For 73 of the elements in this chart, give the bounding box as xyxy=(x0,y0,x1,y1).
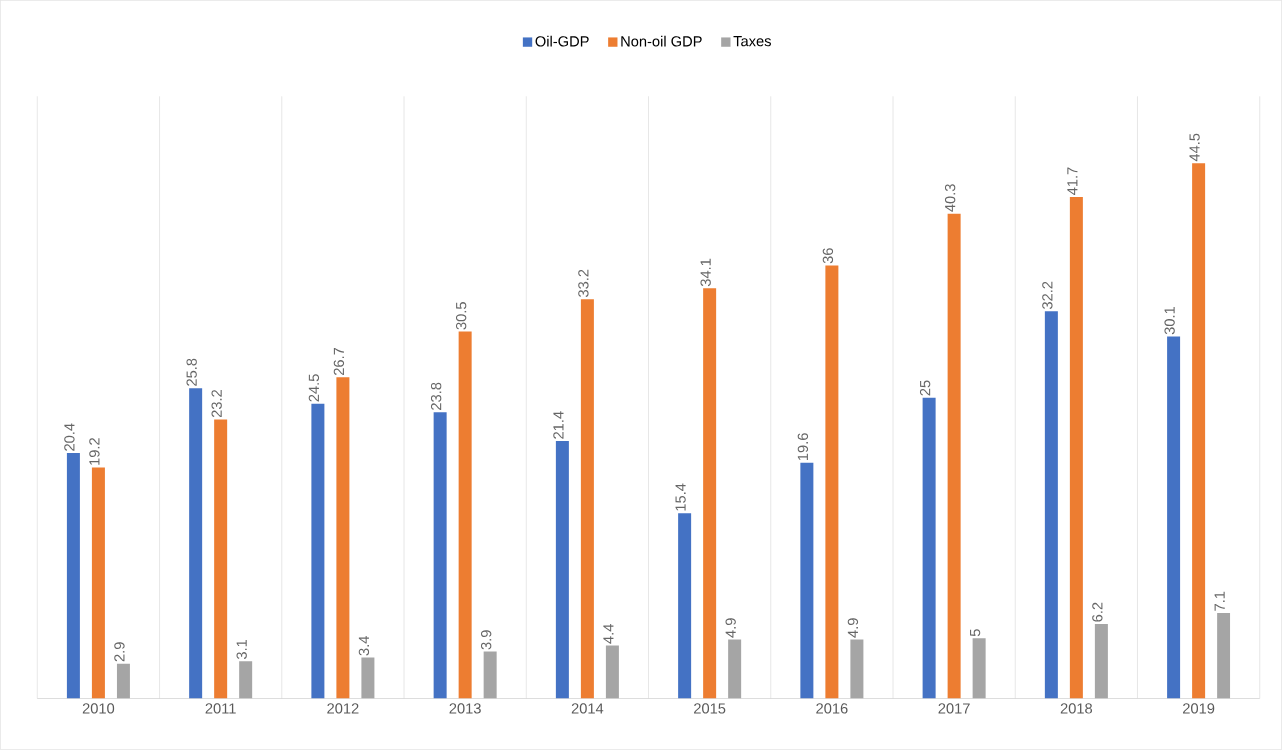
bar xyxy=(66,453,80,699)
data-label: 6.2 xyxy=(1092,602,1103,622)
data-label: 21.4 xyxy=(553,411,564,439)
bar xyxy=(311,403,325,699)
data-label: 24.5 xyxy=(308,374,320,402)
data-label: 2.9 xyxy=(114,642,125,662)
bar xyxy=(972,638,986,699)
bar xyxy=(483,651,497,699)
data-label: 33.2 xyxy=(578,269,589,298)
legend-label: Taxes xyxy=(733,36,771,47)
bar xyxy=(239,661,253,699)
bar xyxy=(458,331,472,699)
data-label: 30.1 xyxy=(1164,307,1175,335)
bar xyxy=(1044,311,1058,699)
bar xyxy=(605,645,619,699)
data-label: 19.2 xyxy=(89,438,100,465)
data-label: 34.1 xyxy=(700,258,711,287)
data-label: 23.2 xyxy=(211,390,222,418)
bar xyxy=(947,213,961,699)
data-label: 23.8 xyxy=(430,382,442,410)
data-label: 44.5 xyxy=(1189,133,1200,162)
data-label: 4.9 xyxy=(725,618,736,638)
bar xyxy=(728,639,742,699)
data-label: 25 xyxy=(919,380,931,396)
bar xyxy=(91,467,105,699)
x-tick-label: 2010 xyxy=(82,703,115,714)
x-tick-label: 2013 xyxy=(449,703,481,714)
x-tick-label: 2018 xyxy=(1060,703,1093,714)
data-label: 41.7 xyxy=(1067,167,1078,196)
bar xyxy=(555,441,569,699)
bar xyxy=(850,639,864,699)
data-label: 32.2 xyxy=(1042,281,1053,310)
data-label: 3.9 xyxy=(480,630,492,650)
data-label: 4.4 xyxy=(603,624,614,644)
legend-label: Oil-GDP xyxy=(535,35,589,47)
bar xyxy=(116,663,130,699)
data-label: 3.4 xyxy=(358,636,370,656)
bar xyxy=(336,377,350,699)
bar xyxy=(214,419,228,699)
bar xyxy=(189,388,203,699)
bar xyxy=(703,288,717,699)
bar xyxy=(922,397,936,699)
data-label: 30.5 xyxy=(455,302,467,330)
bar xyxy=(800,462,814,699)
data-label: 15.4 xyxy=(675,483,686,511)
data-label: 26.7 xyxy=(333,348,345,376)
x-tick-label: 2014 xyxy=(571,703,604,714)
bar xyxy=(1217,613,1231,699)
data-label: 20.4 xyxy=(64,423,75,451)
data-label: 40.3 xyxy=(944,184,956,212)
x-tick-label: 2017 xyxy=(938,703,970,714)
x-tick-label: 2015 xyxy=(694,703,726,714)
data-label: 19.6 xyxy=(797,433,809,461)
bar xyxy=(1094,624,1108,699)
bar xyxy=(1192,163,1206,699)
legend-label: Non-oil GDP xyxy=(621,35,702,47)
x-tick-label: 2011 xyxy=(205,703,236,714)
bar xyxy=(433,412,447,699)
bar xyxy=(580,299,594,699)
data-label: 3.1 xyxy=(236,640,247,660)
bar xyxy=(1069,196,1083,699)
x-tick-label: 2019 xyxy=(1183,703,1215,714)
data-label: 7.1 xyxy=(1214,591,1225,611)
data-label: 4.9 xyxy=(847,618,859,638)
data-label: 25.8 xyxy=(186,358,197,386)
data-label: 36 xyxy=(822,248,834,264)
x-tick-label: 2016 xyxy=(816,703,848,714)
bar xyxy=(678,513,692,699)
bar xyxy=(361,657,375,699)
x-tick-label: 2012 xyxy=(327,703,359,714)
data-label: 5 xyxy=(970,629,981,637)
bar xyxy=(825,265,839,699)
bar xyxy=(1167,336,1181,699)
